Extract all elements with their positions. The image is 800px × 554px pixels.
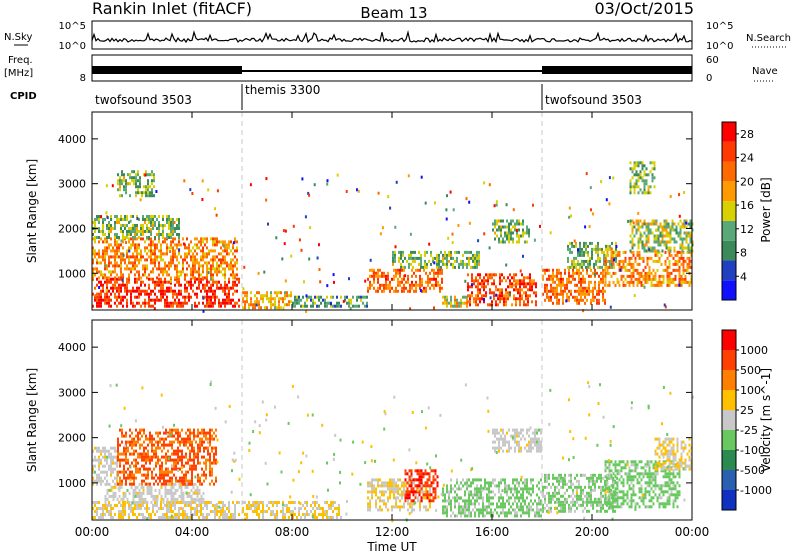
nsky-label: N.Sky	[4, 32, 32, 43]
colorbar-tick-label: 1000	[740, 344, 768, 357]
colorbar-tick-label: 20	[740, 175, 754, 188]
nsearch-label: N.Search	[746, 33, 791, 44]
time-axis: 00:00 04:00 08:00 12:00 16:00 20:00 00:00	[75, 525, 710, 539]
nsearch-tick-top: 10^5	[706, 21, 733, 32]
x-tick-label: 16:00	[475, 525, 510, 539]
cpid-label: CPID	[10, 91, 37, 102]
x-tick-label: 12:00	[375, 525, 410, 539]
colorbar-swatch	[722, 122, 736, 142]
power-data	[92, 112, 694, 313]
x-tick-label: 04:00	[175, 525, 210, 539]
y-tick-label: 3000	[58, 178, 86, 191]
freq-band	[542, 66, 692, 74]
velocity-colorbar: 1000 500 100 25 -25 -100 -500 -1000	[721, 329, 772, 511]
freq-tick: 8	[80, 73, 86, 84]
freq-unit-label: [MHz]	[4, 68, 33, 79]
y-tick-label: 3000	[58, 386, 86, 399]
colorbar-tick-label: 12	[740, 223, 754, 236]
y-tick-label: 1000	[58, 267, 86, 280]
freq-label: Freq.	[8, 55, 33, 66]
y-tick-label: 4000	[58, 341, 86, 354]
colorbar-swatch	[722, 470, 736, 490]
y-tick-label: 2000	[58, 222, 86, 235]
colorbar-tick-label: 100	[740, 384, 761, 397]
colorbar-swatch	[722, 201, 736, 221]
velocity-data	[92, 320, 694, 523]
power-colorbar-label: Power [dB]	[759, 177, 773, 242]
colorbar-swatch	[722, 350, 736, 370]
colorbar-swatch	[722, 330, 736, 350]
power-ylabel: Slant Range [km]	[25, 159, 39, 263]
nsearch-tick-bottom: 10^0	[706, 41, 733, 52]
colorbar-swatch	[722, 240, 736, 261]
colorbar-swatch	[722, 490, 736, 510]
nave-tick-bottom: 0	[706, 73, 712, 84]
colorbar-swatch	[722, 161, 736, 182]
nave-label: Nave	[752, 66, 778, 77]
cpid-segment-label: twofsound 3503	[95, 93, 192, 107]
cpid-segments: twofsound 3503 themis 3300 twofsound 3503	[95, 83, 642, 110]
beam-title: Beam 13	[360, 4, 427, 22]
cpid-segment-label: twofsound 3503	[545, 93, 642, 107]
nsky-panel-frame	[91, 20, 693, 50]
nsky-tick-bottom: 10^0	[59, 41, 86, 52]
y-tick-label: 1000	[58, 477, 86, 490]
colorbar-swatch	[722, 390, 736, 410]
nsky-panel: N.Sky 10^5 10^0 10^5 10^0 N.Search	[4, 20, 791, 52]
power-axes: 1000 2000 3000 4000	[58, 112, 693, 310]
nsky-line	[91, 30, 693, 44]
y-tick-label: 4000	[58, 133, 86, 146]
freq-trace	[92, 66, 692, 74]
nsky-tick-top: 10^5	[59, 21, 86, 32]
time-axis-label: Time UT	[366, 540, 417, 554]
colorbar-swatch	[722, 410, 736, 430]
velocity-ylabel: Slant Range [km]	[25, 368, 39, 472]
power-panel: 1000 2000 3000 4000 Slant Range [km] 4 8 12 16…	[25, 111, 773, 313]
power-colorbar: 4 8 12 16 20 24 28	[721, 121, 754, 301]
y-tick-label: 2000	[58, 432, 86, 445]
freq-band	[242, 70, 542, 72]
nave-tick-top: 60	[706, 55, 719, 66]
x-tick-label: 08:00	[275, 525, 310, 539]
colorbar-tick-label: -25	[740, 424, 758, 437]
colorbar-swatch	[722, 260, 736, 281]
colorbar-swatch	[722, 181, 736, 202]
colorbar-tick-label: 24	[740, 152, 754, 165]
colorbar-tick-label: -500	[740, 464, 765, 477]
colorbar-tick-label: -1000	[740, 484, 772, 497]
colorbar-tick-label: 16	[740, 199, 754, 212]
colorbar-swatch	[722, 370, 736, 390]
freq-panel: Freq. [MHz] 8 60 0 Nave	[4, 54, 778, 84]
colorbar-swatch	[722, 280, 736, 300]
colorbar-tick-label: 28	[740, 128, 754, 141]
freq-band	[92, 66, 242, 74]
colorbar-tick-label: 500	[740, 364, 761, 377]
velocity-colorbar-label: Velocity [m s^-1]	[759, 368, 773, 472]
colorbar-swatch	[722, 450, 736, 470]
x-tick-label: 00:00	[675, 525, 710, 539]
velocity-panel: 1000 2000 3000 4000 Slant Range [km] 1000 50…	[25, 319, 773, 523]
colorbar-swatch	[722, 430, 736, 450]
x-tick-label: 00:00	[75, 525, 110, 539]
nsky-trace	[91, 30, 693, 44]
cpid-segment-label: themis 3300	[245, 83, 320, 97]
station-title: Rankin Inlet (fitACF)	[92, 0, 252, 18]
colorbar-swatch	[722, 141, 736, 162]
velocity-axes: 1000 2000 3000 4000	[58, 320, 693, 520]
colorbar-tick-label: 4	[740, 270, 747, 283]
date-title: 03/Oct/2015	[594, 0, 694, 18]
colorbar-tick-label: -100	[740, 444, 765, 457]
x-tick-label: 20:00	[575, 525, 610, 539]
colorbar-swatch	[722, 220, 736, 241]
colorbar-tick-label: 8	[740, 247, 747, 260]
colorbar-tick-label: 25	[740, 404, 754, 417]
